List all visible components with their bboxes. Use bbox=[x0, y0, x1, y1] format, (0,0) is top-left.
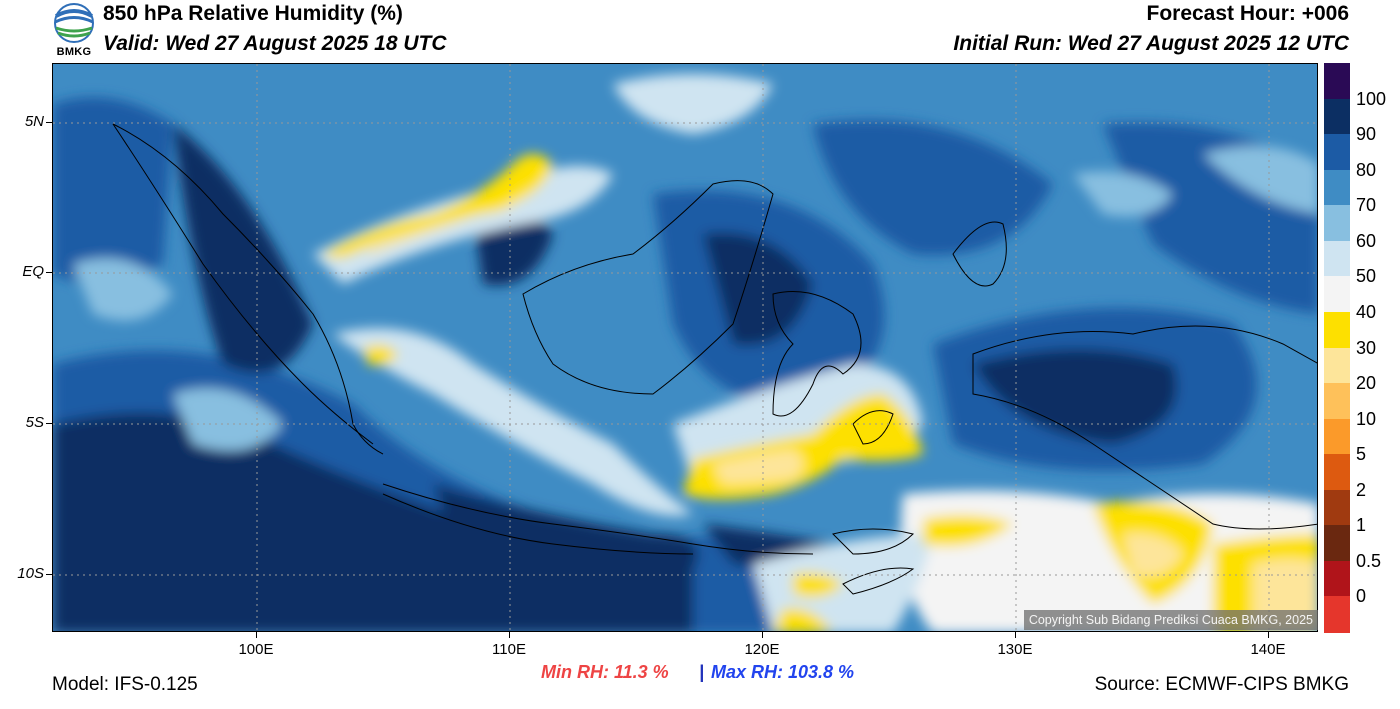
lon-label-100e: 100E bbox=[238, 641, 274, 658]
colorbar-label: 50 bbox=[1356, 266, 1377, 287]
colorbar-segment bbox=[1324, 169, 1350, 206]
lon-tick bbox=[1268, 632, 1269, 638]
copyright-note: Copyright Sub Bidang Prediksi Cuaca BMKG… bbox=[1023, 610, 1318, 630]
max-rh-label: Max RH: 103.8 % bbox=[711, 662, 855, 682]
colorbar-label: 90 bbox=[1356, 124, 1377, 145]
colorbar-segment bbox=[1324, 454, 1350, 491]
colorbar-label: 0 bbox=[1356, 586, 1367, 607]
source-label: Source: ECMWF-CIPS BMKG bbox=[1094, 674, 1349, 695]
model-label: Model: IFS-0.125 bbox=[52, 674, 198, 695]
forecast-hour: Forecast Hour: +006 bbox=[1146, 2, 1350, 25]
colorbar-label: 70 bbox=[1356, 195, 1377, 216]
colorbar-label: 80 bbox=[1356, 159, 1377, 180]
colorbar-segment bbox=[1324, 347, 1350, 384]
colorbar-segment bbox=[1324, 383, 1350, 420]
colorbar-segment bbox=[1324, 560, 1350, 597]
lat-tick bbox=[46, 122, 52, 123]
colorbar-label: 0.5 bbox=[1356, 550, 1382, 571]
colorbar-label: 60 bbox=[1356, 230, 1377, 251]
min-rh-label: Min RH: 11.3 % bbox=[541, 662, 669, 682]
lat-tick bbox=[46, 272, 52, 273]
colorbar-segment bbox=[1324, 205, 1350, 242]
lon-tick bbox=[762, 632, 763, 638]
humidity-map bbox=[52, 63, 1318, 632]
colorbar-segment bbox=[1324, 311, 1350, 348]
colorbar-segment bbox=[1324, 418, 1350, 455]
colorbar-segment bbox=[1324, 98, 1350, 135]
colorbar-label: 100 bbox=[1356, 88, 1387, 109]
colorbar bbox=[1324, 63, 1350, 633]
lat-label-eq: EQ bbox=[22, 263, 44, 280]
chart-title: 850 hPa Relative Humidity (%) bbox=[103, 2, 403, 25]
colorbar-segment bbox=[1324, 596, 1350, 633]
valid-time: Valid: Wed 27 August 2025 18 UTC bbox=[103, 32, 447, 55]
lat-label-5n: 5N bbox=[24, 113, 44, 130]
lon-tick bbox=[509, 632, 510, 638]
colorbar-segment bbox=[1324, 525, 1350, 562]
lon-tick bbox=[1015, 632, 1016, 638]
coastlines bbox=[112, 123, 1317, 595]
colorbar-label: 20 bbox=[1356, 373, 1377, 394]
bmkg-logo: BMKG bbox=[50, 2, 98, 60]
logo-text: BMKG bbox=[56, 46, 92, 58]
lat-tick bbox=[46, 574, 52, 575]
colorbar-label: 30 bbox=[1356, 337, 1377, 358]
separator: | bbox=[699, 662, 705, 682]
humidity-contours bbox=[53, 74, 1317, 631]
humidity-field bbox=[53, 64, 1317, 631]
colorbar-label: 5 bbox=[1356, 444, 1367, 465]
colorbar-segment bbox=[1324, 134, 1350, 171]
colorbar-segment bbox=[1324, 240, 1350, 277]
initial-run: Initial Run: Wed 27 August 2025 12 UTC bbox=[953, 32, 1349, 55]
lon-label-140e: 140E bbox=[1250, 641, 1286, 658]
lat-label-10s: 10S bbox=[17, 565, 44, 582]
colorbar-segment bbox=[1324, 276, 1350, 313]
lat-label-5s: 5S bbox=[25, 414, 44, 431]
lon-label-110e: 110E bbox=[492, 641, 526, 658]
bmkg-logo-icon bbox=[54, 3, 94, 43]
colorbar-segment bbox=[1324, 489, 1350, 526]
lon-label-130e: 130E bbox=[997, 641, 1033, 658]
lon-label-120e: 120E bbox=[744, 641, 780, 658]
colorbar-label: 1 bbox=[1356, 515, 1367, 536]
colorbar-label: 2 bbox=[1356, 479, 1367, 500]
colorbar-segment bbox=[1324, 63, 1350, 100]
colorbar-label: 40 bbox=[1356, 301, 1377, 322]
gridlines bbox=[53, 64, 1317, 631]
lon-tick bbox=[256, 632, 257, 638]
lat-tick bbox=[46, 423, 52, 424]
colorbar-label: 10 bbox=[1356, 408, 1377, 429]
